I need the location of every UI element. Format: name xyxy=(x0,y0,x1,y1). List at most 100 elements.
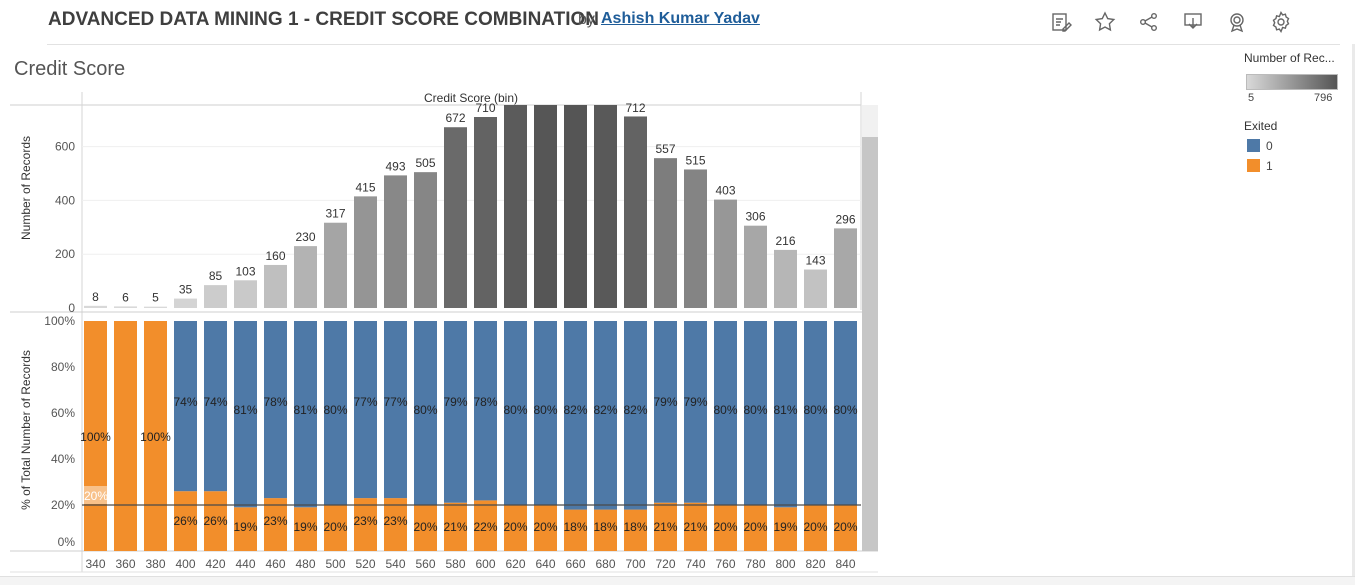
count-bar xyxy=(594,105,617,308)
exited-1-pct-label: 23% xyxy=(353,514,377,528)
exited-0-swatch[interactable] xyxy=(1247,139,1260,152)
reference-line-label: 20% xyxy=(84,489,108,503)
exited-1-pct-label: 26% xyxy=(203,514,227,528)
page-scrollbar[interactable] xyxy=(1352,44,1355,584)
settings-icon[interactable] xyxy=(1269,10,1293,34)
exited-1-pct-label: 23% xyxy=(263,514,287,528)
count-label: 672 xyxy=(445,111,465,125)
author-link[interactable]: Ashish Kumar Yadav xyxy=(601,10,760,27)
credit-score-chart: Credit Score (bin) 0 200 400 600 Number of Re… xyxy=(10,91,878,573)
x-tick-label: 800 xyxy=(775,557,795,571)
count-label: 143 xyxy=(805,254,825,268)
exited-0-pct-label: 80% xyxy=(323,403,347,417)
chart-scrollbar-thumb[interactable] xyxy=(862,137,878,551)
x-tick-label: 820 xyxy=(805,557,825,571)
x-tick-label: 780 xyxy=(745,557,765,571)
count-bar xyxy=(834,228,857,308)
x-tick-label: 700 xyxy=(625,557,645,571)
exited-1-bar xyxy=(834,505,857,551)
x-tick-label: 640 xyxy=(535,557,555,571)
count-label: 306 xyxy=(745,210,765,224)
exited-0-pct-label: 81% xyxy=(233,403,257,417)
x-tick-label: 600 xyxy=(475,557,495,571)
edit-icon[interactable] xyxy=(1049,10,1073,34)
exited-0-pct-label: 82% xyxy=(623,403,647,417)
top-y-axis-label: Number of Records xyxy=(19,136,33,240)
top-y-tick-label: 200 xyxy=(55,247,75,261)
header-bar: ADVANCED DATA MINING 1 - CREDIT SCORE CO… xyxy=(0,0,1355,44)
exited-1-bar xyxy=(654,502,677,551)
exited-1-pct-label: 21% xyxy=(683,520,707,534)
exited-1-bar xyxy=(444,502,467,551)
exited-0-pct-label: 82% xyxy=(593,403,617,417)
bottom-toolbar xyxy=(0,576,1355,585)
bottom-y-tick-label: 60% xyxy=(51,406,75,420)
exited-1-pct-label: 20% xyxy=(533,520,557,534)
exited-1-bar xyxy=(474,500,497,551)
count-bar xyxy=(414,172,437,308)
exited-0-pct-label: 80% xyxy=(713,403,737,417)
count-label: 8 xyxy=(92,290,99,304)
count-label: 6 xyxy=(122,290,129,304)
x-tick-label: 840 xyxy=(835,557,855,571)
x-tick-label: 460 xyxy=(265,557,285,571)
exited-1-bar xyxy=(84,321,107,551)
exited-1-pct-label: 18% xyxy=(563,520,587,534)
exited-1-pct-label: 20% xyxy=(413,520,437,534)
x-tick-label: 760 xyxy=(715,557,735,571)
exited-0-bar xyxy=(594,321,617,510)
count-label: 216 xyxy=(775,234,795,248)
count-bar xyxy=(324,222,347,308)
exited-1-pct-label: 19% xyxy=(773,520,797,534)
workbook-title: ADVANCED DATA MINING 1 - CREDIT SCORE CO… xyxy=(48,9,599,30)
x-tick-label: 420 xyxy=(205,557,225,571)
count-bar xyxy=(234,280,257,308)
x-tick-label: 560 xyxy=(415,557,435,571)
badge-icon[interactable] xyxy=(1225,10,1249,34)
count-bar xyxy=(174,298,197,308)
share-icon[interactable] xyxy=(1137,10,1161,34)
count-label: 85 xyxy=(209,269,223,283)
exited-1-bar xyxy=(324,505,347,551)
exited-0-pct-label: 78% xyxy=(473,395,497,409)
exited-1-pct-label: 18% xyxy=(623,520,647,534)
exited-1-bar xyxy=(804,505,827,551)
x-tick-label: 620 xyxy=(505,557,525,571)
count-label: 35 xyxy=(179,283,193,297)
x-tick-label: 360 xyxy=(115,557,135,571)
count-bar xyxy=(114,306,137,308)
exited-1-pct-label: 20% xyxy=(323,520,347,534)
count-bar xyxy=(534,105,557,308)
header-divider xyxy=(47,44,1340,45)
count-bar xyxy=(684,169,707,308)
exited-0-bar xyxy=(384,321,407,499)
count-label: 505 xyxy=(415,156,435,170)
exited-1-swatch[interactable] xyxy=(1247,159,1260,172)
exited-1-pct-label: 21% xyxy=(653,520,677,534)
bottom-y-tick-label: 20% xyxy=(51,498,75,512)
exited-legend-title: Exited xyxy=(1244,119,1278,133)
count-bar xyxy=(744,225,767,308)
count-label: 710 xyxy=(475,101,495,115)
exited-0-bar xyxy=(564,321,587,510)
exited-1-bar xyxy=(204,491,227,551)
exited-0-pct-label: 81% xyxy=(293,403,317,417)
exited-0-bar xyxy=(234,321,257,508)
count-bar xyxy=(354,196,377,308)
star-icon[interactable] xyxy=(1093,10,1117,34)
count-bar xyxy=(804,269,827,308)
count-bar xyxy=(84,305,107,308)
bottom-y-tick-label: 0% xyxy=(58,535,76,549)
exited-1-pct-label: 20% xyxy=(503,520,527,534)
x-tick-label: 400 xyxy=(175,557,195,571)
exited-1-bar xyxy=(174,491,197,551)
exited-0-bar xyxy=(204,321,227,492)
bottom-y-tick-label: 100% xyxy=(44,314,75,328)
count-label: 317 xyxy=(325,207,345,221)
x-tick-label: 520 xyxy=(355,557,375,571)
download-icon[interactable] xyxy=(1181,10,1205,34)
exited-0-pct-label: 82% xyxy=(563,403,587,417)
count-bar xyxy=(504,105,527,308)
exited-1-pct-label: 26% xyxy=(173,514,197,528)
exited-0-bar xyxy=(654,321,677,503)
